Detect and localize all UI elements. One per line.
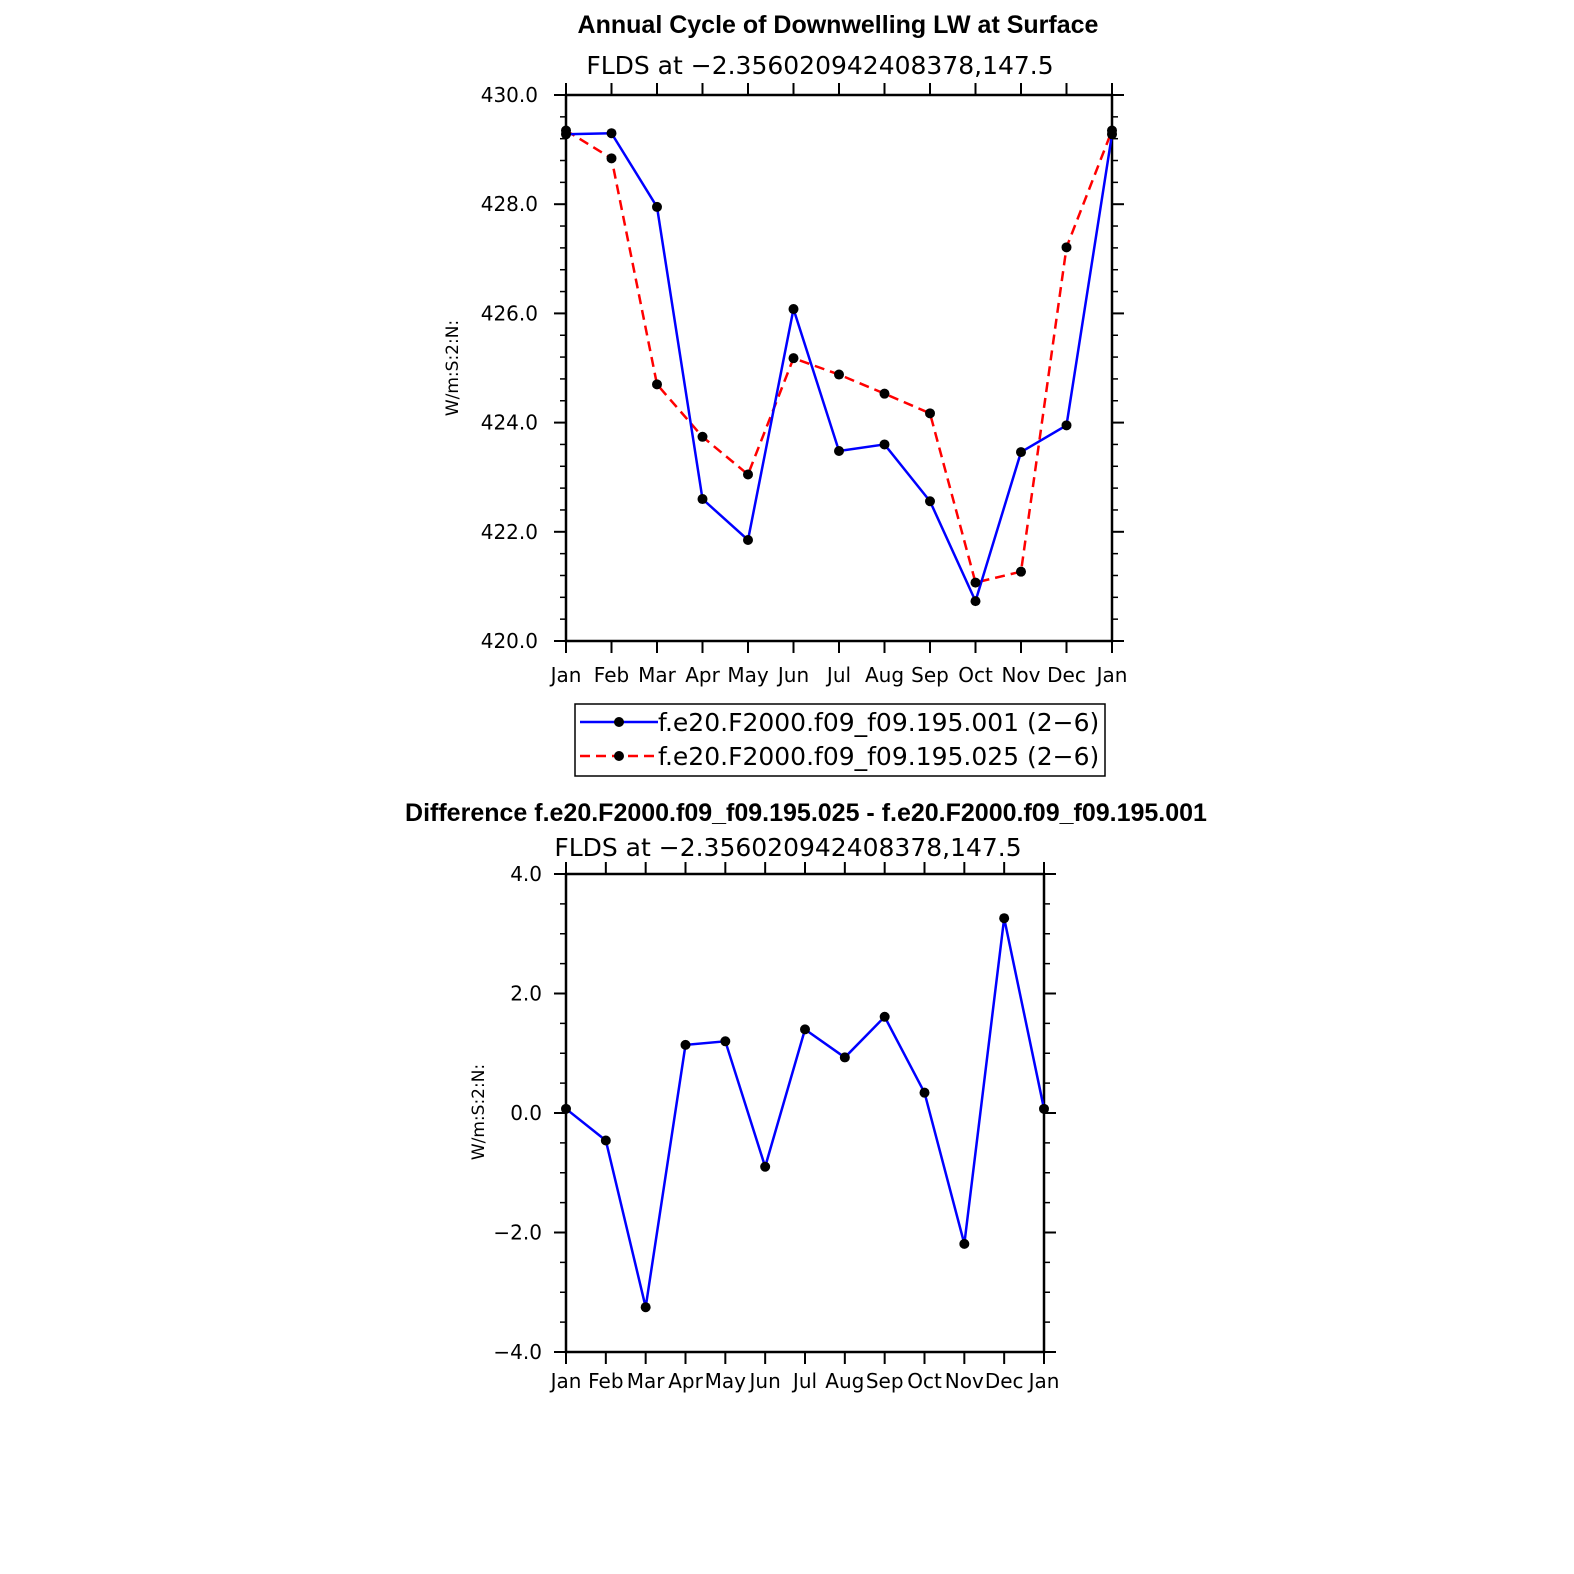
series-line-2 (565, 129, 1114, 585)
data-point-series-1 (879, 1011, 890, 1022)
y-tick-label: 420.0 (481, 629, 538, 653)
y-tick-label: 0.0 (510, 1101, 542, 1125)
data-point-series-1 (600, 1135, 611, 1146)
data-point-series-1 (1107, 129, 1117, 140)
x-tick-label: Jul (791, 1369, 817, 1393)
x-tick-label: Aug (825, 1369, 864, 1393)
data-point-series-2 (970, 577, 981, 588)
x-tick-label: Oct (958, 663, 993, 687)
legend-label-series-2: f.e20.F2000.f09_f09.195.025 (2−6) (658, 742, 1099, 771)
chart-subtitle: FLDS at −2.356020942408378,147.5 (586, 51, 1053, 80)
y-axis-label: W/m:S:2:N: (469, 1064, 489, 1160)
data-point-series-1 (652, 201, 662, 212)
data-point-series-2 (1016, 566, 1026, 577)
plot-marks (561, 125, 1117, 607)
data-point-series-1 (680, 1039, 691, 1050)
y-tick-label: 4.0 (510, 862, 542, 886)
data-point-series-1 (839, 1052, 850, 1063)
y-tick-label: 422.0 (481, 520, 538, 544)
x-tick-label: Nov (945, 1369, 984, 1393)
data-point-series-1 (959, 1238, 970, 1249)
x-tick-label: Nov (1001, 663, 1040, 687)
x-tick-label: May (727, 663, 769, 687)
data-point-series-1 (999, 913, 1010, 924)
data-point-series-2 (879, 388, 890, 399)
legend-marker-series-2 (614, 751, 624, 761)
y-tick-label: −2.0 (493, 1221, 542, 1245)
data-point-series-2 (606, 153, 617, 164)
legend-marker-series-1 (614, 717, 624, 727)
x-tick-label: Jun (748, 1369, 781, 1393)
y-tick-label: −4.0 (493, 1340, 542, 1364)
annual-cycle-panel: Annual Cycle of Downwelling LW at Surfac… (443, 11, 1127, 687)
data-point-series-1 (1016, 447, 1026, 458)
x-tick-label: Jul (825, 663, 851, 687)
data-point-series-1 (743, 534, 753, 545)
y-tick-label: 2.0 (510, 982, 542, 1006)
x-tick-label: Apr (668, 1369, 703, 1393)
x-tick-label: Oct (907, 1369, 942, 1393)
x-tick-label: Dec (985, 1369, 1024, 1393)
x-tick-label: Jan (1027, 1369, 1060, 1393)
x-tick-label: Sep (866, 1369, 904, 1393)
x-tick-label: Mar (638, 663, 677, 687)
x-tick-label: May (705, 1369, 747, 1393)
y-tick-label: 428.0 (481, 192, 538, 216)
x-tick-label: Jan (549, 1369, 582, 1393)
chart-title: Annual Cycle of Downwelling LW at Surfac… (578, 11, 1099, 39)
x-tick-label: Jan (549, 663, 582, 687)
x-tick-label: Feb (588, 1369, 623, 1393)
data-point-series-1 (834, 445, 844, 456)
data-point-series-1 (760, 1161, 771, 1172)
data-point-series-1 (561, 129, 571, 140)
x-tick-label: Apr (685, 663, 720, 687)
data-point-series-2 (697, 431, 708, 442)
data-point-series-1 (788, 304, 799, 315)
data-point-series-1 (800, 1024, 810, 1035)
chart-subtitle: FLDS at −2.356020942408378,147.5 (554, 833, 1021, 862)
y-tick-label: 424.0 (481, 411, 538, 435)
difference-panel: Difference f.e20.F2000.f09_f09.195.025 -… (405, 799, 1207, 1393)
data-point-series-1 (720, 1036, 731, 1047)
plot-frame (564, 872, 1046, 1354)
data-point-series-1 (925, 496, 935, 507)
legend: f.e20.F2000.f09_f09.195.001 (2−6) f.e20.… (574, 703, 1106, 777)
chart-title: Difference f.e20.F2000.f09_f09.195.025 -… (405, 799, 1207, 827)
x-tick-label: Jun (776, 663, 809, 687)
data-point-series-1 (606, 128, 617, 139)
data-point-series-1 (697, 494, 708, 505)
data-point-series-1 (879, 439, 890, 450)
plot-frame (564, 93, 1114, 643)
data-point-series-1 (919, 1087, 930, 1098)
data-point-series-1 (970, 596, 981, 607)
data-point-series-1 (640, 1302, 651, 1313)
y-axis-label: W/m:S:2:N: (443, 320, 463, 416)
data-point-series-2 (743, 469, 753, 480)
legend-label-series-1: f.e20.F2000.f09_f09.195.001 (2−6) (658, 708, 1099, 737)
legend-box (574, 703, 1106, 777)
x-tick-label: Jan (1095, 663, 1128, 687)
data-point-series-1 (561, 1103, 571, 1114)
x-tick-label: Mar (627, 1369, 666, 1393)
x-tick-label: Aug (865, 663, 904, 687)
data-point-series-2 (652, 379, 662, 390)
data-point-series-2 (788, 353, 799, 364)
series-line-1 (565, 131, 1114, 605)
x-tick-label: Dec (1047, 663, 1086, 687)
x-tick-label: Feb (594, 663, 629, 687)
data-point-series-2 (925, 408, 935, 419)
y-tick-label: 426.0 (481, 301, 538, 325)
data-point-series-2 (1061, 242, 1072, 253)
series-line-1 (565, 917, 1046, 1308)
y-tick-label: 430.0 (481, 83, 538, 107)
plot-axes: Jan Feb Mar Apr May Jun Jul Aug Sep Oct Nov Dec Jan 4… (481, 83, 1128, 687)
data-point-series-1 (1061, 420, 1072, 431)
data-point-series-2 (834, 369, 844, 380)
data-point-series-1 (1039, 1103, 1049, 1114)
x-tick-label: Sep (911, 663, 949, 687)
plot-marks (561, 913, 1049, 1313)
